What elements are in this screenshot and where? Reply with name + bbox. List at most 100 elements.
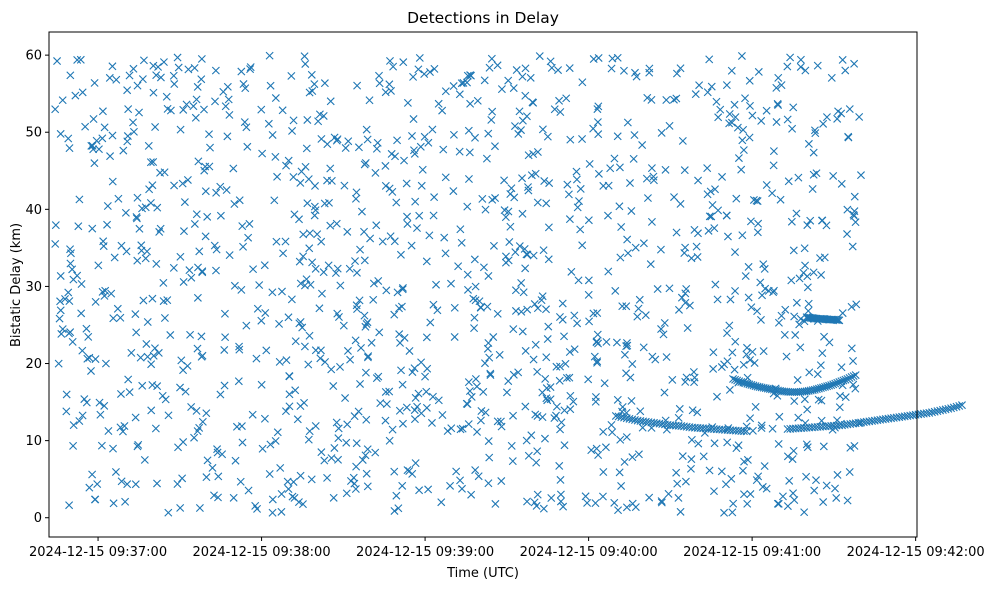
clutter-point — [509, 325, 518, 334]
clutter-point — [762, 106, 771, 115]
clutter-point — [185, 266, 194, 275]
clutter-point — [458, 424, 467, 433]
clutter-point — [727, 118, 736, 127]
clutter-point — [473, 427, 482, 436]
clutter-point — [551, 411, 560, 420]
clutter-point — [94, 145, 103, 154]
clutter-point — [129, 118, 137, 127]
clutter-point — [827, 73, 836, 82]
track-point — [782, 387, 791, 396]
clutter-point — [543, 396, 552, 405]
clutter-point — [518, 327, 527, 336]
clutter-point — [533, 490, 542, 499]
clutter-point — [96, 410, 105, 419]
clutter-point — [304, 360, 313, 369]
clutter-point — [802, 472, 811, 481]
clutter-point — [123, 480, 132, 489]
x-tick-label: 2024-12-15 09:41:00 — [683, 545, 821, 560]
clutter-point — [398, 481, 407, 490]
clutter-point — [208, 463, 217, 472]
clutter-point — [634, 450, 643, 459]
clutter-point — [566, 405, 575, 414]
clutter-point — [802, 440, 811, 449]
clutter-point — [277, 489, 286, 498]
clutter-point — [803, 221, 812, 230]
clutter-point — [593, 330, 602, 339]
clutter-point — [352, 268, 361, 277]
clutter-point — [781, 305, 790, 314]
clutter-point — [796, 55, 805, 64]
clutter-point — [489, 241, 498, 250]
clutter-point — [841, 393, 850, 402]
clutter-point — [795, 274, 804, 283]
clutter-point — [291, 337, 300, 346]
clutter-point — [85, 483, 94, 492]
clutter-point — [148, 294, 157, 303]
clutter-point — [169, 71, 178, 80]
clutter-point — [193, 293, 202, 302]
clutter-point — [565, 215, 574, 224]
clutter-point — [131, 480, 140, 489]
clutter-point — [214, 472, 223, 481]
clutter-point — [803, 283, 812, 292]
clutter-point — [190, 219, 199, 228]
clutter-point — [332, 418, 341, 427]
clutter-point — [438, 410, 447, 419]
clutter-point — [420, 132, 429, 141]
clutter-point — [656, 245, 665, 254]
clutter-point — [727, 474, 736, 483]
clutter-point — [311, 264, 320, 273]
clutter-point — [305, 331, 314, 340]
clutter-point — [352, 188, 361, 197]
clutter-point — [554, 66, 563, 75]
clutter-point — [751, 402, 760, 411]
clutter-point — [454, 262, 463, 271]
clutter-point — [230, 281, 239, 290]
clutter-point — [176, 383, 185, 392]
clutter-point — [54, 359, 63, 368]
y-tick-label: 40 — [25, 203, 42, 218]
clutter-point — [804, 299, 813, 308]
clutter-point — [235, 196, 244, 205]
clutter-point — [129, 127, 138, 136]
clutter-point — [733, 123, 742, 132]
clutter-point — [678, 136, 687, 145]
track-point — [682, 422, 691, 431]
clutter-point — [170, 80, 179, 89]
clutter-point — [847, 344, 856, 353]
clutter-point — [504, 76, 513, 85]
clutter-point — [630, 131, 639, 140]
clutter-point — [589, 309, 598, 318]
clutter-point — [410, 415, 419, 424]
clutter-point — [317, 448, 326, 457]
clutter-point — [546, 383, 555, 392]
clutter-point — [197, 352, 206, 361]
clutter-point — [728, 348, 737, 357]
clutter-point — [515, 242, 524, 251]
clutter-point — [739, 490, 748, 499]
clutter-point — [101, 359, 110, 368]
clutter-point — [255, 281, 264, 290]
clutter-point — [470, 313, 479, 322]
clutter-point — [796, 62, 805, 71]
clutter-point — [532, 501, 541, 510]
clutter-point — [85, 353, 94, 362]
clutter-point — [296, 178, 305, 187]
clutter-point — [488, 107, 497, 116]
clutter-point — [51, 221, 60, 230]
clutter-point — [439, 145, 448, 154]
clutter-point — [539, 504, 548, 513]
clutter-point — [676, 507, 685, 516]
clutter-point — [686, 464, 695, 473]
clutter-point — [540, 177, 549, 186]
clutter-point — [342, 489, 351, 498]
clutter-point — [273, 172, 282, 181]
clutter-point — [398, 283, 407, 292]
clutter-point — [153, 203, 162, 212]
clutter-point — [841, 66, 850, 75]
clutter-point — [124, 105, 133, 114]
clutter-point — [482, 154, 491, 163]
clutter-point — [285, 372, 294, 380]
track-point — [739, 427, 748, 436]
